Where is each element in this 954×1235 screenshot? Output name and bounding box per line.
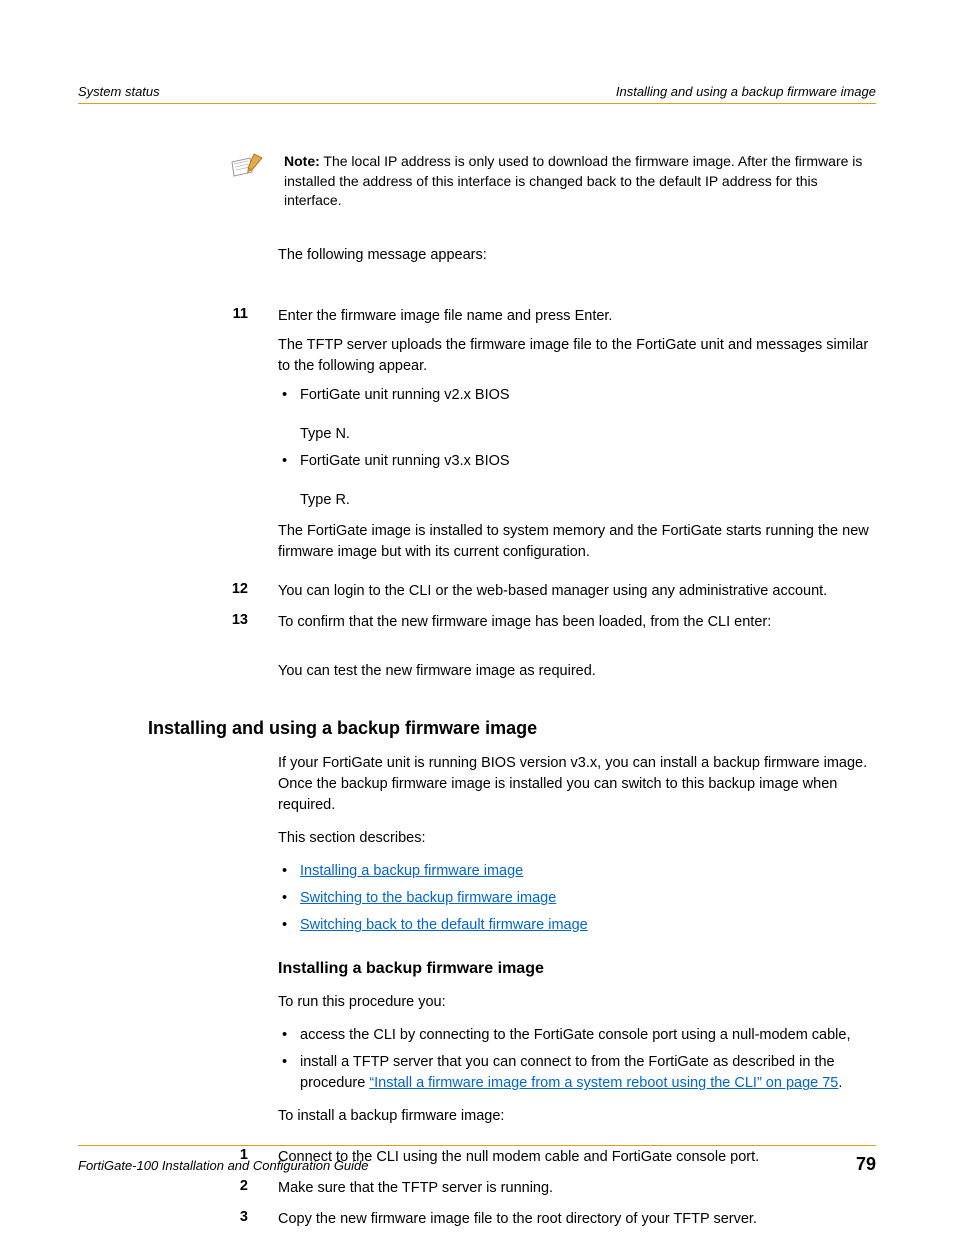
heading-1: Installing and using a backup firmware i… bbox=[148, 718, 876, 739]
s2-text: Make sure that the TFTP server is runnin… bbox=[278, 1178, 876, 1199]
sec1-p2: This section describes: bbox=[278, 828, 876, 849]
step-number: 11 bbox=[78, 306, 278, 571]
sec2-b2b: . bbox=[838, 1075, 842, 1091]
para-following: The following message appears: bbox=[278, 245, 876, 266]
note-icon bbox=[228, 152, 278, 191]
note-block: Note: The local IP address is only used … bbox=[228, 152, 876, 211]
heading-2: Installing a backup firmware image bbox=[278, 960, 876, 978]
step13-l2: You can test the new firmware image as r… bbox=[278, 661, 876, 682]
page-number: 79 bbox=[856, 1154, 876, 1175]
bullet-dot: • bbox=[278, 915, 300, 936]
step-number: 2 bbox=[78, 1178, 278, 1199]
note-text: Note: The local IP address is only used … bbox=[284, 152, 876, 211]
step11-l3: The FortiGate image is installed to syst… bbox=[278, 521, 876, 563]
s3-text: Copy the new firmware image file to the … bbox=[278, 1209, 876, 1230]
page-footer: FortiGate-100 Installation and Configura… bbox=[78, 1145, 876, 1175]
link-switch-backup[interactable]: Switching to the backup firmware image bbox=[300, 890, 556, 906]
step11-b1a: Type N. bbox=[300, 424, 876, 445]
bullet-dot: • bbox=[278, 1052, 300, 1094]
header-right: Installing and using a backup firmware i… bbox=[616, 84, 876, 99]
header-left: System status bbox=[78, 84, 160, 99]
step-body: To confirm that the new firmware image h… bbox=[278, 612, 876, 690]
bullet-dot: • bbox=[278, 1025, 300, 1046]
step-number: 3 bbox=[78, 1209, 278, 1230]
note-body: The local IP address is only used to dow… bbox=[284, 153, 862, 208]
step11-l1: Enter the firmware image file name and p… bbox=[278, 306, 876, 327]
link-switch-default[interactable]: Switching back to the default firmware i… bbox=[300, 917, 588, 933]
step-2: 2 Make sure that the TFTP server is runn… bbox=[78, 1178, 876, 1199]
bullet-dot: • bbox=[278, 861, 300, 882]
bullet-link: • Switching back to the default firmware… bbox=[278, 915, 876, 936]
bullet: • FortiGate unit running v3.x BIOS bbox=[278, 451, 876, 472]
step11-b1: FortiGate unit running v2.x BIOS bbox=[300, 385, 876, 406]
link-install-backup[interactable]: Installing a backup firmware image bbox=[300, 863, 523, 879]
bullet-link: • Installing a backup firmware image bbox=[278, 861, 876, 882]
step11-l2: The TFTP server uploads the firmware ima… bbox=[278, 335, 876, 377]
link-install-cli[interactable]: “Install a firmware image from a system … bbox=[369, 1075, 838, 1091]
bullet-dot: • bbox=[278, 385, 300, 406]
step-11: 11 Enter the firmware image file name an… bbox=[78, 306, 876, 571]
step13-l1: To confirm that the new firmware image h… bbox=[278, 612, 876, 633]
bullet-link: • Switching to the backup firmware image bbox=[278, 888, 876, 909]
step-13: 13 To confirm that the new firmware imag… bbox=[78, 612, 876, 690]
step11-b2: FortiGate unit running v3.x BIOS bbox=[300, 451, 876, 472]
step12-text: You can login to the CLI or the web-base… bbox=[278, 581, 876, 602]
bullet: • access the CLI by connecting to the Fo… bbox=[278, 1025, 876, 1046]
step-number: 12 bbox=[78, 581, 278, 602]
sec2-p2: To install a backup firmware image: bbox=[278, 1106, 876, 1127]
step11-b2a: Type R. bbox=[300, 490, 876, 511]
text-following: The following message appears: bbox=[278, 245, 876, 266]
step-12: 12 You can login to the CLI or the web-b… bbox=[78, 581, 876, 602]
sec1-p1: If your FortiGate unit is running BIOS v… bbox=[278, 753, 876, 816]
bullet: • install a TFTP server that you can con… bbox=[278, 1052, 876, 1094]
section-1: If your FortiGate unit is running BIOS v… bbox=[278, 753, 876, 936]
sec2-p1: To run this procedure you: bbox=[278, 992, 876, 1013]
bullet-dot: • bbox=[278, 451, 300, 472]
bullet-dot: • bbox=[278, 888, 300, 909]
step-number: 13 bbox=[78, 612, 278, 690]
sec2-b2: install a TFTP server that you can conne… bbox=[300, 1052, 876, 1094]
step-3: 3 Copy the new firmware image file to th… bbox=[78, 1209, 876, 1230]
note-label: Note: bbox=[284, 153, 320, 169]
sec2-b1: access the CLI by connecting to the Fort… bbox=[300, 1025, 876, 1046]
step-body: Enter the firmware image file name and p… bbox=[278, 306, 876, 571]
page-header: System status Installing and using a bac… bbox=[78, 84, 876, 104]
bullet: • FortiGate unit running v2.x BIOS bbox=[278, 385, 876, 406]
section-2: To run this procedure you: • access the … bbox=[278, 992, 876, 1127]
footer-title: FortiGate-100 Installation and Configura… bbox=[78, 1158, 369, 1173]
